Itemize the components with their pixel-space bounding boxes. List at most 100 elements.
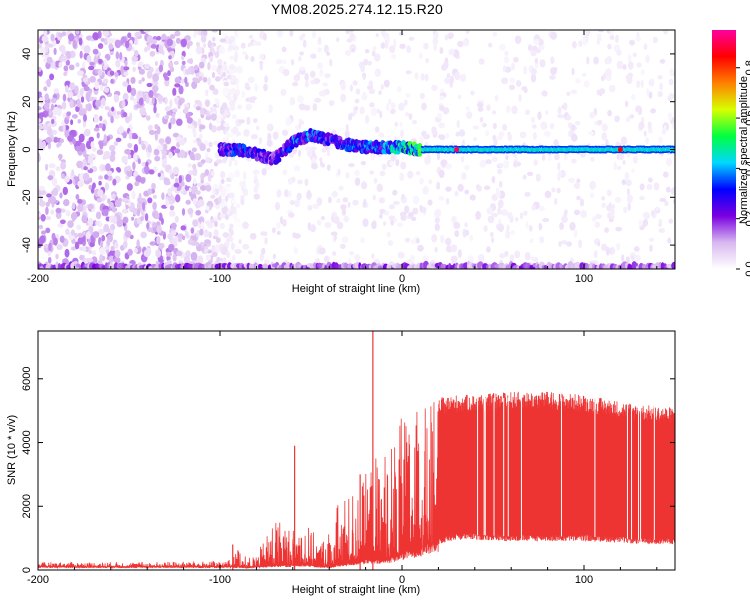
faint-noise-cell xyxy=(352,199,359,206)
faint-noise-cell xyxy=(261,247,266,255)
faint-noise-cell xyxy=(564,209,568,215)
faint-noise-cell xyxy=(375,33,379,38)
spectrogram-y-tick-label: 40 xyxy=(21,48,33,60)
noise-cell xyxy=(174,148,181,154)
faint-noise-cell xyxy=(372,194,376,201)
faint-noise-cell xyxy=(266,139,273,147)
faint-noise-cell xyxy=(349,84,354,92)
faint-noise-cell xyxy=(476,102,484,108)
faint-noise-cell xyxy=(457,249,462,258)
noise-cell xyxy=(217,211,222,221)
noise-cell xyxy=(222,63,228,72)
faint-noise-cell xyxy=(538,223,543,231)
faint-noise-cell xyxy=(288,212,295,218)
faint-noise-cell xyxy=(533,159,538,166)
noise-cell xyxy=(213,229,219,237)
faint-noise-cell xyxy=(444,34,449,41)
faint-noise-cell xyxy=(388,215,396,221)
noise-cell xyxy=(64,175,70,183)
noise-cell xyxy=(50,33,55,42)
noise-cell xyxy=(210,113,217,121)
faint-noise-cell xyxy=(530,117,536,123)
faint-noise-cell xyxy=(277,30,283,38)
noise-cell xyxy=(70,212,78,221)
faint-noise-cell xyxy=(481,122,487,128)
faint-noise-cell xyxy=(319,69,324,77)
noise-cell xyxy=(195,106,201,111)
noise-cell xyxy=(187,207,194,215)
noise-cell xyxy=(138,68,145,75)
faint-noise-cell xyxy=(461,172,467,181)
noise-cell xyxy=(170,230,177,236)
faint-noise-cell xyxy=(364,114,370,124)
faint-noise-cell xyxy=(380,84,384,90)
noise-cell xyxy=(152,73,160,82)
noise-cell xyxy=(122,132,127,139)
noise-cell xyxy=(174,30,181,37)
faint-noise-cell xyxy=(379,208,385,215)
noise-cell xyxy=(210,219,215,224)
noise-cell xyxy=(203,230,210,238)
noise-cell xyxy=(50,103,55,111)
noise-cell xyxy=(184,35,191,41)
noise-cell xyxy=(186,117,193,124)
faint-noise-cell xyxy=(438,169,445,179)
noise-cell xyxy=(169,34,176,40)
noise-cell xyxy=(204,108,207,115)
faint-noise-cell xyxy=(394,121,399,127)
noise-cell xyxy=(143,94,147,102)
spectrogram-x-tick-label: 100 xyxy=(575,273,593,285)
noise-cell xyxy=(164,76,170,81)
faint-noise-cell xyxy=(639,196,645,201)
noise-cell xyxy=(228,88,236,95)
noise-cell xyxy=(55,207,62,214)
faint-noise-cell xyxy=(378,90,382,96)
noise-cell xyxy=(192,167,198,177)
faint-noise-cell xyxy=(513,160,518,168)
faint-noise-cell xyxy=(647,121,652,130)
spectrogram-x-axis-label: Height of straight line (km) xyxy=(292,283,420,295)
faint-noise-cell xyxy=(506,105,511,113)
faint-noise-cell xyxy=(276,58,283,65)
faint-noise-cell xyxy=(376,183,384,192)
faint-noise-cell xyxy=(505,154,509,161)
noise-cell xyxy=(138,79,142,85)
noise-cell xyxy=(61,55,68,62)
faint-noise-cell xyxy=(627,54,632,62)
faint-noise-cell xyxy=(539,59,546,68)
faint-noise-cell xyxy=(576,178,581,183)
faint-noise-cell xyxy=(241,90,245,99)
noise-cell xyxy=(228,44,234,51)
noise-cell xyxy=(167,187,173,197)
noise-cell xyxy=(140,231,147,239)
faint-noise-cell xyxy=(320,161,323,167)
noise-cell xyxy=(205,116,212,121)
noise-cell xyxy=(229,223,234,229)
noise-cell xyxy=(114,39,122,49)
noise-cell xyxy=(168,243,175,251)
noise-cell xyxy=(171,112,176,118)
faint-noise-cell xyxy=(483,225,488,232)
noise-cell xyxy=(200,159,206,164)
faint-noise-cell xyxy=(289,96,296,106)
faint-noise-cell xyxy=(328,99,335,107)
noise-cell xyxy=(77,70,84,76)
noise-cell xyxy=(160,217,164,225)
noise-cell xyxy=(150,44,158,49)
noise-cell xyxy=(127,32,132,39)
faint-noise-cell xyxy=(527,44,533,52)
faint-noise-cell xyxy=(340,93,346,103)
noise-cell xyxy=(173,182,180,188)
noise-cell xyxy=(182,235,186,241)
noise-cell xyxy=(55,211,62,220)
noise-cell xyxy=(215,159,223,164)
faint-noise-cell xyxy=(648,177,653,183)
noise-cell xyxy=(155,249,162,258)
noise-cell xyxy=(156,36,162,41)
noise-cell xyxy=(53,88,60,94)
faint-noise-cell xyxy=(309,224,317,233)
faint-noise-cell xyxy=(604,227,610,233)
noise-cell xyxy=(208,204,212,211)
faint-noise-cell xyxy=(264,259,270,265)
noise-cell xyxy=(123,240,128,249)
